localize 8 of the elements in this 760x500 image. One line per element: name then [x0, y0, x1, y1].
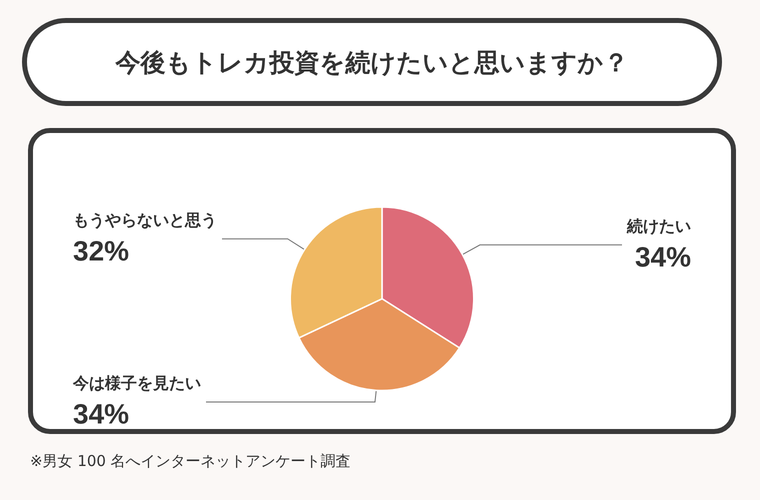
data-label: 34% [634, 241, 692, 272]
chart-title: 今後もトレカ投資を続けたいと思いますか？ [116, 46, 628, 78]
data-label: 32% [73, 235, 130, 266]
slice-label: 続けたい [626, 217, 691, 236]
slice-label: もうやらないと思う [73, 211, 217, 230]
data-label: 34% [73, 398, 130, 430]
slice-label: 今は様子を見たい [72, 374, 201, 392]
text: ※男女 100 名へインターネットアンケート調査 [30, 452, 351, 471]
